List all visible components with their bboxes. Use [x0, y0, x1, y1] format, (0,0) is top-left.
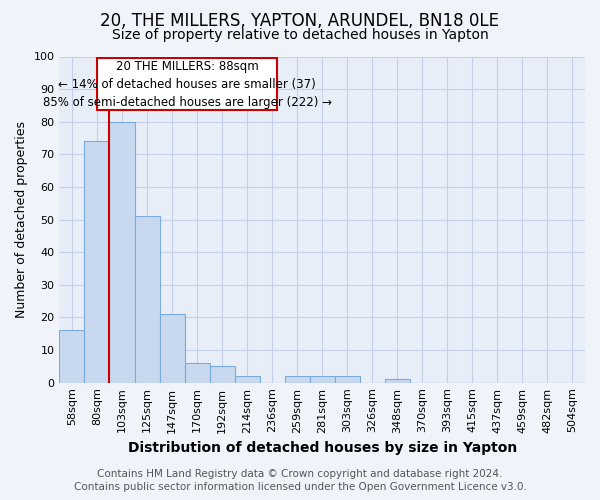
Bar — [235, 376, 260, 382]
Y-axis label: Number of detached properties: Number of detached properties — [15, 121, 28, 318]
Bar — [134, 216, 160, 382]
Bar — [109, 122, 134, 382]
Bar — [310, 376, 335, 382]
Bar — [85, 142, 109, 382]
Text: 20 THE MILLERS: 88sqm
← 14% of detached houses are smaller (37)
85% of semi-deta: 20 THE MILLERS: 88sqm ← 14% of detached … — [43, 60, 332, 108]
Bar — [385, 380, 410, 382]
Text: Contains HM Land Registry data © Crown copyright and database right 2024.
Contai: Contains HM Land Registry data © Crown c… — [74, 470, 526, 492]
Bar — [209, 366, 235, 382]
Bar — [59, 330, 85, 382]
Text: 20, THE MILLERS, YAPTON, ARUNDEL, BN18 0LE: 20, THE MILLERS, YAPTON, ARUNDEL, BN18 0… — [101, 12, 499, 30]
Bar — [335, 376, 360, 382]
FancyBboxPatch shape — [97, 58, 277, 110]
Bar — [185, 363, 209, 382]
X-axis label: Distribution of detached houses by size in Yapton: Distribution of detached houses by size … — [128, 441, 517, 455]
Bar — [160, 314, 185, 382]
Text: Size of property relative to detached houses in Yapton: Size of property relative to detached ho… — [112, 28, 488, 42]
Bar — [284, 376, 310, 382]
